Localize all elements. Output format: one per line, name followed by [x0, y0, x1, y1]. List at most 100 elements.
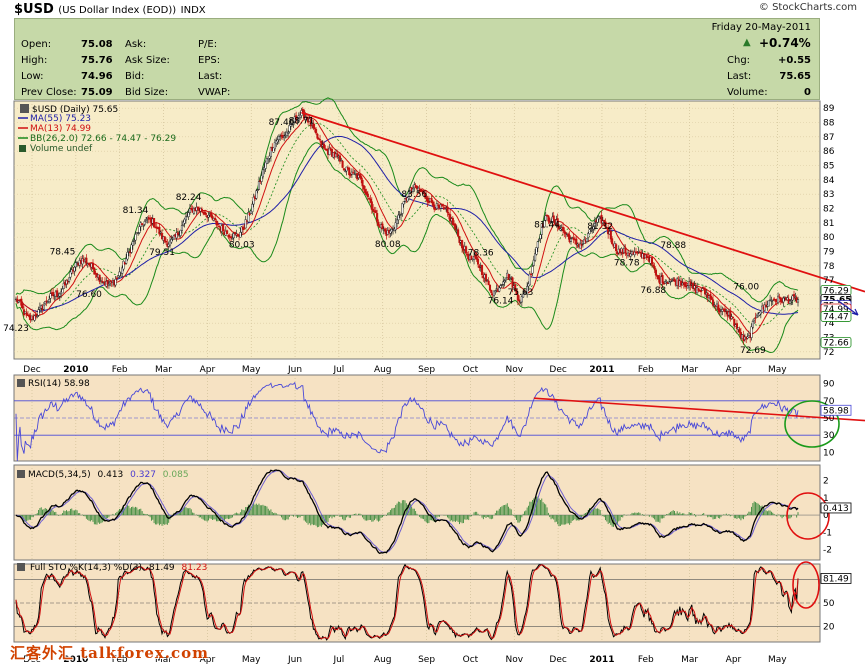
price-candle [673, 278, 676, 282]
price-candle [746, 336, 749, 339]
x-tick-label: Dec [549, 655, 566, 665]
price-candle [747, 335, 750, 338]
price-candle [633, 251, 636, 256]
x-tick-label: 2011 [589, 365, 614, 375]
macd-tick-label: 2 [823, 477, 829, 487]
price-candle [503, 280, 506, 283]
price-annotation: 78.45 [50, 247, 76, 257]
price-candle [69, 271, 72, 278]
price-candle [488, 284, 492, 291]
price-candle [569, 238, 573, 242]
chg-label: Chg: [727, 55, 751, 66]
price-legend-label: $USD (Daily) 75.65 [32, 105, 118, 115]
pe-label: P/E: [198, 39, 218, 50]
price-candle [264, 161, 267, 169]
x-tick-label: Oct [463, 655, 479, 665]
price-tag-box [820, 311, 852, 322]
price-candle [791, 295, 794, 301]
price-candle [322, 143, 326, 149]
bb-legend: BB(26,2.0) 72.66 - 74.47 - 76.29 [30, 134, 176, 144]
price-candle [256, 189, 259, 191]
price-candle [788, 300, 792, 304]
x-tick-label: Mar [155, 655, 172, 665]
price-candle [349, 173, 352, 176]
price-candle [362, 185, 365, 190]
price-candle [93, 267, 96, 275]
y-tick-label: 86 [823, 147, 835, 157]
rsi-tick-label: 10 [823, 448, 835, 458]
price-candle [735, 323, 738, 330]
price-candle [415, 185, 419, 190]
price-candle [563, 230, 566, 233]
price-candle [585, 238, 588, 242]
high-value: 75.76 [81, 55, 113, 66]
rsi-tick-label: 70 [823, 397, 835, 407]
price-annotation: 76.00 [733, 283, 759, 293]
price-candle [231, 238, 234, 240]
price-candle [101, 281, 104, 283]
rsi-value-tag-box [820, 404, 852, 416]
price-candle [774, 299, 777, 302]
price-candle [433, 204, 436, 210]
price-candle [475, 256, 478, 260]
price-candle [522, 293, 525, 298]
price-trendline [301, 111, 865, 293]
price-candle [544, 215, 547, 221]
price-candle [750, 326, 753, 338]
price-candle [763, 304, 766, 311]
price-candle [654, 269, 657, 276]
price-candle [495, 288, 498, 290]
price-candle [753, 318, 756, 321]
price-candle [369, 198, 372, 203]
price-candle [297, 115, 300, 122]
price-candle [17, 300, 20, 303]
bid-label: Bid: [125, 71, 145, 82]
price-candle [557, 225, 561, 230]
price-candle [226, 230, 229, 235]
price-candle [624, 248, 627, 254]
price-candle [143, 220, 146, 225]
price-tag: 76.29 [823, 286, 849, 296]
price-candle [62, 283, 65, 289]
price-candle [312, 123, 315, 129]
price-candle [249, 210, 253, 215]
price-candle [163, 236, 166, 242]
price-candle [777, 295, 780, 304]
price-candle [214, 217, 217, 221]
price-candle [534, 253, 537, 261]
last-price-value: 75.65 [779, 71, 811, 82]
price-candle [792, 294, 796, 297]
price-candle [20, 298, 23, 306]
up-arrow-icon: ▲ [743, 37, 751, 48]
price-candle [374, 210, 377, 213]
price-candle [145, 219, 148, 221]
price-candle [535, 247, 538, 255]
price-candle [180, 225, 184, 231]
price-candle [427, 200, 430, 203]
price-candle [567, 233, 570, 237]
y-tick-label: 74 [823, 319, 835, 329]
price-candle [422, 191, 425, 193]
y-tick-label: 81 [823, 219, 834, 229]
price-candle [25, 312, 28, 316]
price-candle [56, 290, 59, 298]
y-tick-label: 83 [823, 190, 834, 200]
price-candle [487, 280, 490, 286]
price-candle [443, 207, 446, 209]
price-candle [446, 206, 449, 213]
price-candle [320, 141, 323, 148]
price-candle [751, 321, 754, 328]
price-candle [215, 220, 218, 226]
high-label: High: [21, 55, 48, 66]
x-tick-label: Jul [332, 365, 344, 375]
price-candle [37, 309, 40, 316]
bollinger-upper-band [15, 97, 799, 303]
price-candle [115, 277, 118, 279]
price-candle [338, 155, 342, 162]
x-tick-label: Sep [418, 655, 435, 665]
chart-icon [20, 104, 29, 113]
price-candle [536, 241, 539, 249]
price-candle [498, 287, 501, 292]
rsi-value-tag: 58.98 [823, 406, 849, 416]
